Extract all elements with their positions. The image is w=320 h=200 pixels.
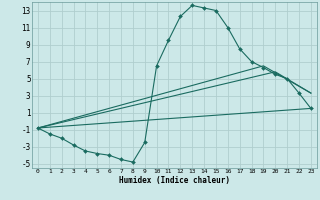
X-axis label: Humidex (Indice chaleur): Humidex (Indice chaleur) [119, 176, 230, 185]
